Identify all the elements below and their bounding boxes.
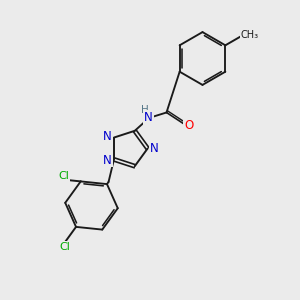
Text: N: N [103,130,112,142]
Text: N: N [150,142,159,155]
Text: O: O [184,118,193,132]
Text: N: N [144,111,153,124]
Text: H: H [141,105,149,115]
Text: CH₃: CH₃ [241,30,259,40]
Text: N: N [103,154,112,166]
Text: Cl: Cl [58,171,69,181]
Text: Cl: Cl [59,242,70,252]
